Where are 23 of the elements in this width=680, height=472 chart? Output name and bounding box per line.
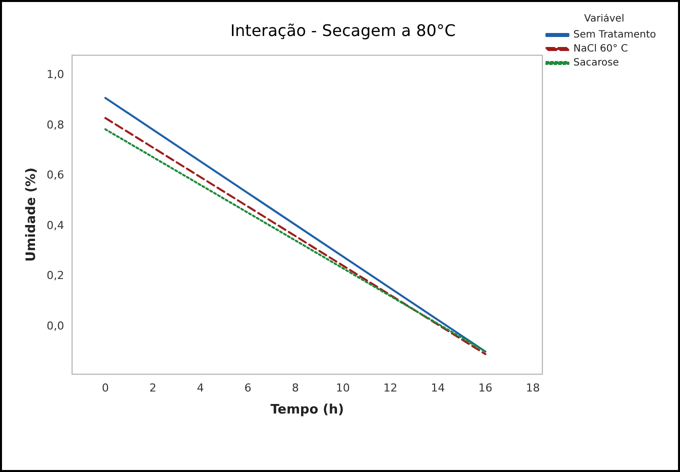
x-tick-label: 10: [336, 382, 350, 395]
x-tick-label: 18: [526, 382, 540, 395]
x-axis-title: Tempo (h): [270, 402, 344, 418]
legend-label: NaCl 60° C: [573, 44, 628, 55]
y-tick-label: 0,8: [46, 118, 64, 132]
y-tick-label: 0,6: [46, 168, 64, 182]
legend-label: Sem Tratamento: [573, 30, 656, 41]
y-tick-label: 0,0: [46, 319, 64, 332]
y-tick-label: 1,0: [46, 68, 64, 82]
y-tick-label: 0,2: [46, 269, 64, 282]
y-axis-title: Umidade (%): [24, 168, 40, 262]
y-tick-label: 0,4: [46, 218, 64, 232]
x-tick-label: 8: [292, 382, 299, 395]
x-tick-label: 14: [430, 382, 445, 395]
x-tick-label: 6: [244, 382, 252, 395]
x-tick-label: 0: [102, 382, 109, 395]
legend-label: Sacarose: [573, 58, 619, 69]
x-tick-label: 4: [196, 382, 204, 395]
x-tick-label: 16: [478, 382, 492, 395]
chart-title: Interação - Secagem a 80°C: [230, 20, 456, 40]
x-tick-label: 2: [149, 382, 156, 395]
x-tick-label: 12: [383, 382, 398, 395]
legend-title: Variável: [584, 14, 624, 25]
